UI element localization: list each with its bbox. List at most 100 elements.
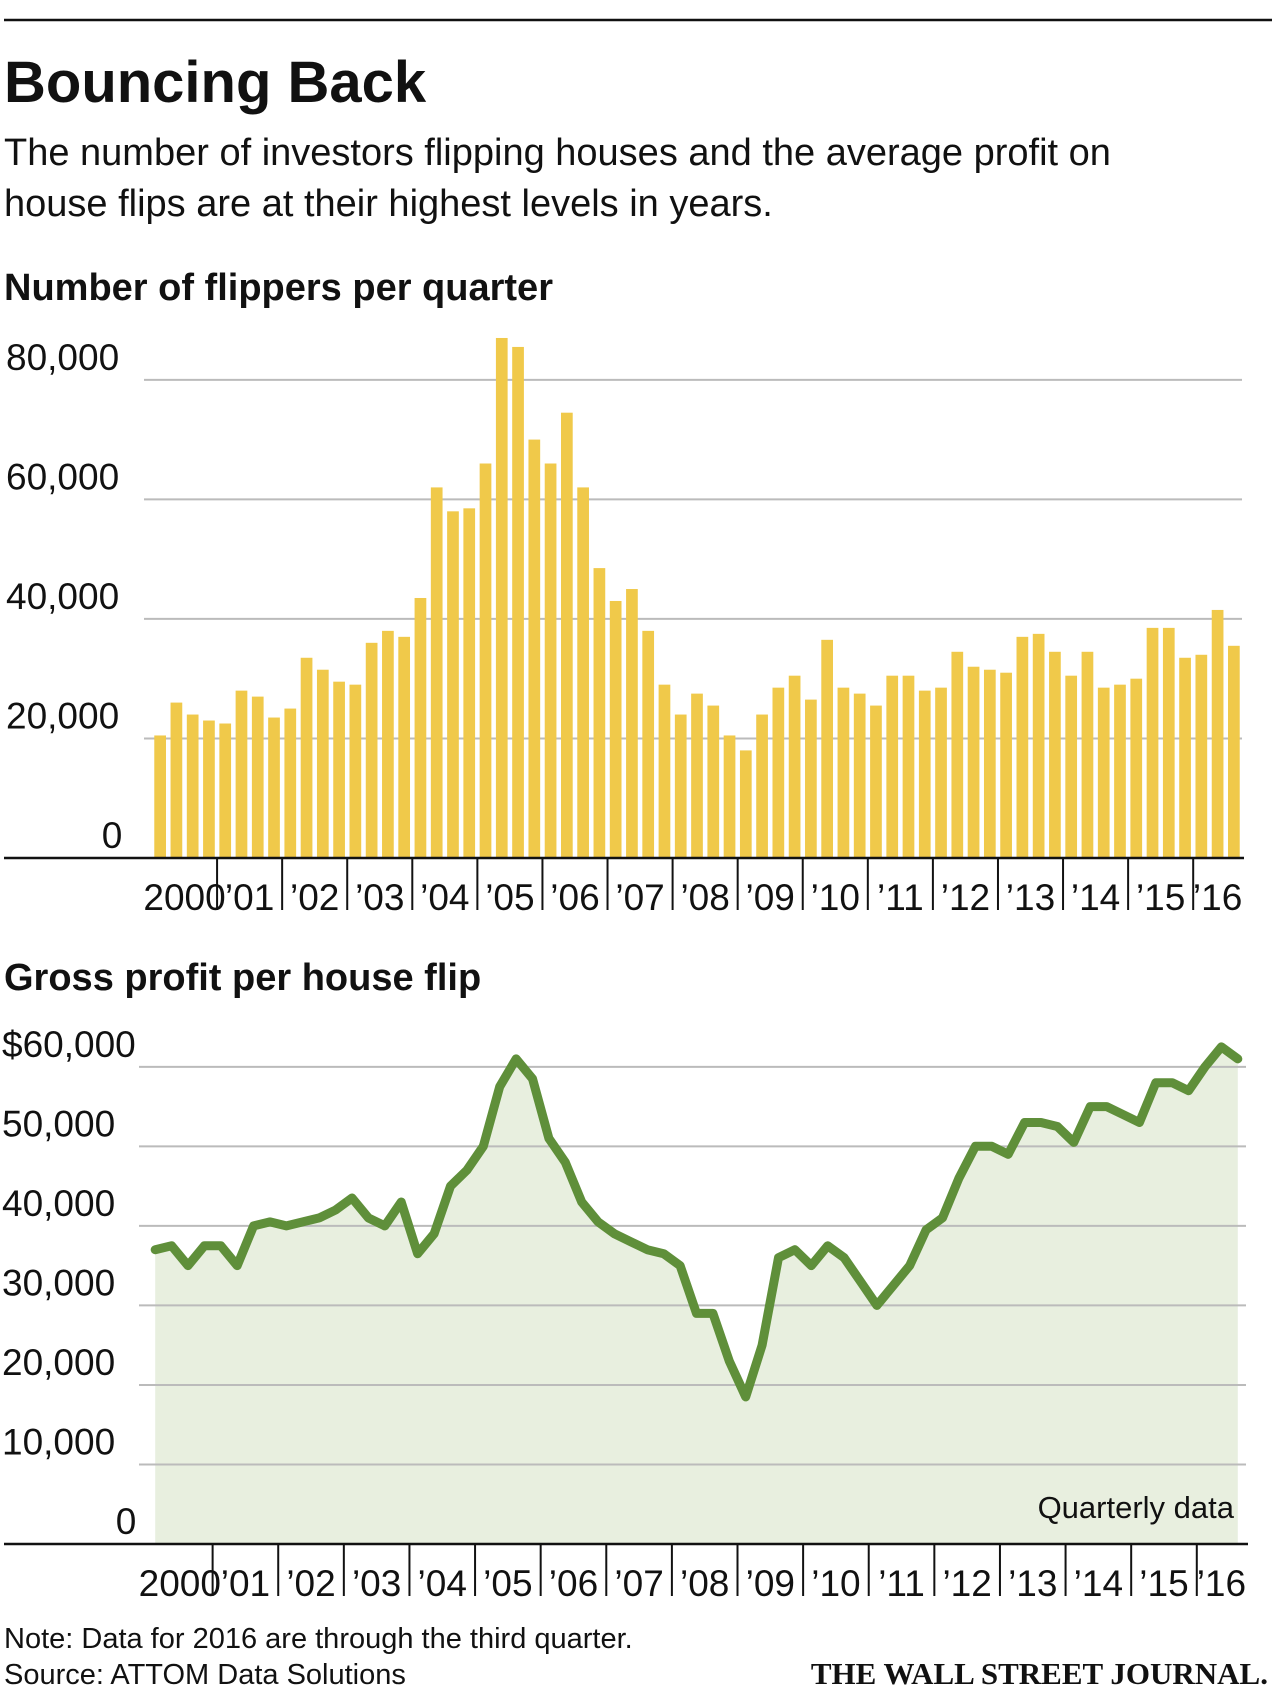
bar (1179, 657, 1191, 858)
chart-title: Gross profit per house flip (4, 957, 481, 999)
bar (772, 687, 785, 858)
bar (447, 511, 459, 858)
x-tick-label: ’14 (1074, 1563, 1123, 1604)
bar (739, 750, 752, 858)
x-tick-label: ’16 (1193, 877, 1242, 918)
x-tick-label: ’07 (614, 1563, 663, 1604)
x-tick-label: ’01 (221, 1563, 270, 1604)
subtitle: house flips are at their highest levels … (4, 183, 773, 225)
x-tick-label: ’03 (355, 877, 404, 918)
bar (593, 568, 606, 858)
bar (235, 690, 248, 858)
y-tick-label: 40,000 (6, 576, 119, 617)
bar (821, 639, 834, 858)
source: Source: ATTOM Data Solutions (4, 1659, 406, 1691)
bar (1065, 675, 1078, 858)
bar (1016, 636, 1029, 858)
bar (333, 681, 345, 858)
bar (642, 630, 655, 858)
bar (983, 669, 996, 858)
bar (1146, 627, 1159, 858)
x-tick-label: ’12 (941, 877, 990, 918)
bar (528, 439, 541, 858)
x-tick-label: ’08 (680, 877, 729, 918)
bar (251, 696, 264, 858)
y-tick-label: 30,000 (2, 1262, 115, 1303)
bar (788, 675, 801, 858)
bar (1114, 684, 1126, 858)
bar (918, 690, 931, 858)
x-tick-label: ’12 (942, 1563, 991, 1604)
y-tick-label: 80,000 (6, 337, 119, 378)
bar (853, 693, 866, 858)
y-tick-label: 40,000 (2, 1183, 115, 1224)
x-tick-label: ’03 (352, 1563, 401, 1604)
x-tick-label: ’11 (877, 877, 924, 918)
bar (316, 669, 329, 858)
x-tick-label: ’06 (549, 1563, 598, 1604)
bar (186, 714, 199, 858)
note: Note: Data for 2016 are through the thir… (4, 1623, 633, 1655)
bar (544, 463, 557, 858)
x-tick-label: ’05 (485, 877, 534, 918)
bar (577, 487, 589, 858)
bar (951, 651, 964, 858)
y-tick-label: 60,000 (6, 456, 119, 497)
bar (1228, 645, 1240, 858)
bar (1195, 654, 1208, 858)
bar (674, 714, 687, 858)
bar (430, 487, 443, 858)
x-tick-label: ’11 (878, 1563, 925, 1604)
bar (691, 693, 703, 858)
bar (609, 600, 622, 858)
bar (870, 705, 882, 858)
bar (398, 636, 411, 858)
bar (626, 589, 638, 858)
x-tick-label: ’15 (1136, 877, 1185, 918)
bar (284, 708, 297, 858)
y-tick-label: 20,000 (2, 1342, 115, 1383)
bar (707, 705, 720, 858)
y-tick-label: 50,000 (2, 1103, 115, 1144)
x-tick-label: ’13 (1006, 877, 1055, 918)
bar (512, 346, 524, 858)
bar (560, 412, 573, 858)
credit: THE WALL STREET JOURNAL. (811, 1656, 1268, 1691)
bar (414, 597, 427, 858)
x-tick-label: ’07 (615, 877, 664, 918)
x-tick-label: ’05 (483, 1563, 532, 1604)
annotation: Quarterly data (1038, 1490, 1235, 1525)
title: Bouncing Back (4, 50, 427, 115)
area (155, 1046, 1238, 1544)
x-tick-label: ’01 (225, 877, 274, 918)
bar (1032, 633, 1045, 858)
bar (219, 723, 232, 858)
bar (382, 630, 394, 858)
bar (723, 735, 736, 858)
bar (756, 714, 768, 858)
bar (1162, 627, 1175, 858)
bar (837, 687, 850, 858)
bar (203, 720, 215, 858)
bar (658, 684, 671, 858)
y-tick-label: 0 (102, 815, 123, 856)
line (150, 1042, 1243, 1402)
x-tick-label: ’08 (680, 1563, 729, 1604)
x-tick-label: 2000 (139, 1563, 221, 1604)
x-tick-label: ’14 (1071, 877, 1120, 918)
bar (349, 684, 362, 858)
bar (300, 657, 313, 858)
y-tick-label: $60,000 (2, 1024, 136, 1065)
x-tick-label: ’16 (1197, 1563, 1246, 1604)
x-tick-label: ’10 (811, 1563, 860, 1604)
x-tick-label: ’10 (811, 877, 860, 918)
bar (967, 666, 980, 858)
x-tick-label: ’09 (746, 1563, 795, 1604)
x-tick-label: ’15 (1139, 1563, 1188, 1604)
x-tick-label: ’02 (286, 1563, 335, 1604)
y-tick-label: 0 (116, 1501, 137, 1542)
bar (1049, 651, 1061, 858)
bar (805, 699, 817, 858)
bar (1130, 678, 1143, 858)
